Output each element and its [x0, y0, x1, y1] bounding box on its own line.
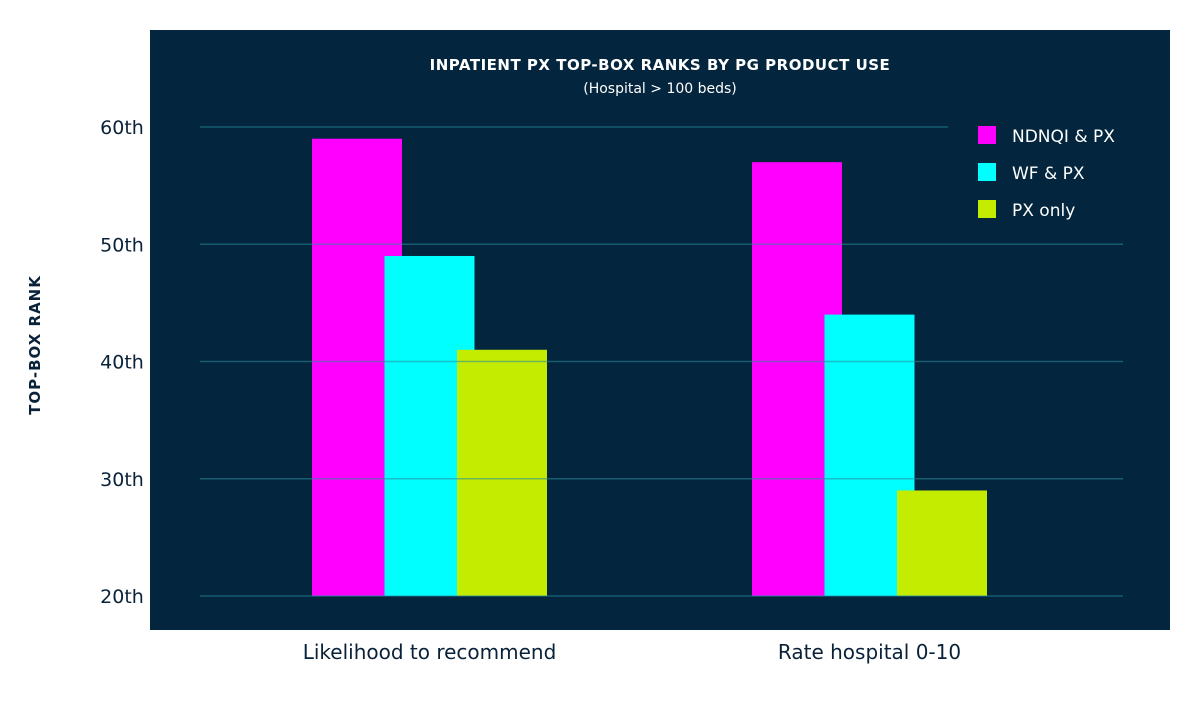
y-tick-label: 30th [100, 469, 144, 491]
bar-px-only-0 [457, 349, 547, 596]
legend-label: PX only [1012, 201, 1075, 221]
chart-panel [150, 30, 1170, 630]
chart-title: INPATIENT PX TOP-BOX RANKS BY PG PRODUCT… [430, 56, 891, 74]
legend-swatch [978, 126, 996, 144]
legend-swatch [978, 163, 996, 181]
legend-label: WF & PX [1012, 164, 1085, 184]
legend-label: NDNQI & PX [1012, 127, 1115, 147]
y-tick-label: 20th [100, 586, 144, 608]
y-tick-label: 50th [100, 234, 144, 256]
y-tick-label: 40th [100, 352, 144, 374]
bar-px-only-1 [897, 490, 987, 596]
x-category-label: Likelihood to recommend [303, 640, 557, 664]
legend-swatch [978, 200, 996, 218]
y-axis-label: TOP-BOX RANK [26, 275, 44, 415]
y-tick-label: 60th [100, 117, 144, 139]
x-category-label: Rate hospital 0-10 [778, 640, 961, 664]
chart-subtitle: (Hospital > 100 beds) [583, 81, 737, 97]
